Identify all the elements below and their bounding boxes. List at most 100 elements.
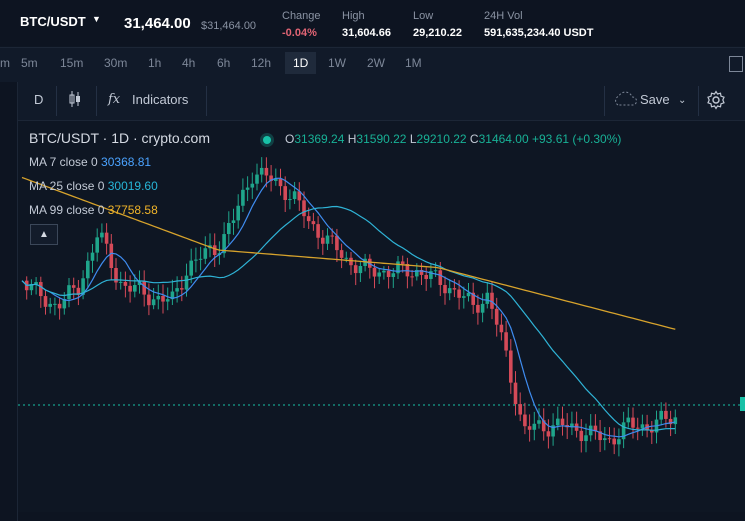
candle-body xyxy=(142,281,146,295)
candle-body xyxy=(43,296,48,307)
chevron-down-icon[interactable]: ⌄ xyxy=(678,95,687,106)
candle-body xyxy=(382,270,386,273)
timeframe-bar: m 5m 15m 30m 1h 4h 6h 12h 1D 1W 2W 1M xyxy=(0,47,745,83)
caret-down-icon[interactable]: ▼ xyxy=(92,14,101,24)
candle-body xyxy=(302,200,306,217)
stat-value: 591,635,234.40 USDT xyxy=(484,27,594,39)
candle-body xyxy=(635,427,640,429)
candle-body xyxy=(560,418,565,426)
timeframe-m[interactable]: m xyxy=(0,56,10,70)
divider xyxy=(56,86,57,116)
stat-label: High xyxy=(342,10,365,22)
ma25-value: 30019.60 xyxy=(107,179,158,193)
candle-body xyxy=(424,274,428,279)
candle-body xyxy=(541,420,546,432)
candle-body xyxy=(415,269,419,277)
candle-body xyxy=(109,243,114,269)
candle-body xyxy=(316,224,320,238)
candle-body xyxy=(278,178,283,187)
timeframe-1h[interactable]: 1h xyxy=(148,56,162,70)
timeframe-1m[interactable]: 1M xyxy=(405,56,422,70)
ohlc-readout: O31369.24 H31590.22 L29210.22 C31464.00 … xyxy=(285,132,622,146)
timeframe-30m[interactable]: 30m xyxy=(104,56,128,70)
candle-body xyxy=(447,288,452,294)
candle-body xyxy=(537,420,541,424)
collapse-legend-button[interactable]: ▲ xyxy=(30,224,58,245)
save-button[interactable]: Save xyxy=(640,92,670,107)
candle-body xyxy=(664,410,668,419)
candle-body xyxy=(292,191,297,200)
candle-body xyxy=(137,281,142,286)
candle-body xyxy=(53,303,57,305)
interval-button[interactable]: D xyxy=(34,92,44,107)
candle-body xyxy=(438,270,443,285)
candle-body xyxy=(466,292,471,297)
candlestick-chart[interactable] xyxy=(18,121,745,521)
candle-body xyxy=(485,292,490,304)
timeframe-12h[interactable]: 12h xyxy=(251,56,272,70)
candle-body xyxy=(410,276,414,278)
candle-body xyxy=(668,418,673,425)
ma25-label: MA 25 close 0 xyxy=(29,179,105,193)
fx-icon[interactable]: 𝑓x xyxy=(108,92,121,107)
candle-body xyxy=(236,205,240,221)
candle-body xyxy=(556,418,560,426)
candle-body xyxy=(570,423,574,428)
candle-body xyxy=(631,417,635,428)
timeframe-5m[interactable]: 5m xyxy=(21,56,38,70)
candle-body xyxy=(494,308,499,325)
ma99-line xyxy=(21,176,676,330)
candle-body xyxy=(76,287,81,295)
candle-body xyxy=(377,272,381,277)
timeframe-15m[interactable]: 15m xyxy=(60,56,84,70)
timeframe-4h[interactable]: 4h xyxy=(182,56,196,70)
candle-body xyxy=(659,410,663,420)
timeframe-1d[interactable]: 1D xyxy=(285,52,317,74)
candle-body xyxy=(598,431,602,441)
candle-body xyxy=(476,304,480,313)
candle-body xyxy=(499,324,504,333)
timeframe-1w[interactable]: 1W xyxy=(328,56,346,70)
candle-body xyxy=(419,269,424,275)
candle-body xyxy=(391,273,396,277)
candle-body xyxy=(396,261,400,274)
candle-body xyxy=(344,257,349,259)
candle-body xyxy=(306,216,311,222)
price-chart[interactable]: BTC/USDT · 1D · crypto.com O31369.24 H31… xyxy=(18,121,745,521)
candle-body xyxy=(156,295,161,300)
candle-body xyxy=(584,435,588,442)
ma99-legend[interactable]: MA 99 close 0 37758.58 xyxy=(29,203,158,217)
candle-body xyxy=(264,167,269,176)
candle-body xyxy=(400,261,405,264)
candle-body xyxy=(321,237,325,244)
stat-label: 24H Vol xyxy=(484,10,523,22)
candle-body xyxy=(104,232,109,244)
candle-body xyxy=(184,275,189,290)
candle-body xyxy=(588,425,593,436)
candle-body xyxy=(471,292,475,305)
candle-body xyxy=(443,284,447,294)
layout-icon[interactable] xyxy=(729,56,743,72)
candle-body xyxy=(165,299,170,302)
indicators-button[interactable]: Indicators xyxy=(132,92,189,107)
candle-body xyxy=(67,285,71,300)
candle-body xyxy=(612,438,616,445)
stat-label: Change xyxy=(282,10,321,22)
candles-icon[interactable] xyxy=(68,90,82,111)
ma25-legend[interactable]: MA 25 close 0 30019.60 xyxy=(29,179,158,193)
candle-body xyxy=(579,430,584,442)
timeframe-6h[interactable]: 6h xyxy=(217,56,231,70)
drawing-tools-strip xyxy=(0,82,18,521)
candle-body xyxy=(546,431,551,437)
gear-icon[interactable] xyxy=(706,90,726,113)
timeframe-2w[interactable]: 2W xyxy=(367,56,385,70)
candle-body xyxy=(607,438,612,440)
volume-pane-edge xyxy=(18,512,745,521)
candle-body xyxy=(71,285,76,288)
cloud-icon[interactable] xyxy=(612,91,638,110)
candle-body xyxy=(480,303,485,313)
pair-selector[interactable]: BTC/USDT xyxy=(20,14,86,29)
ohlc-low: 29210.22 xyxy=(416,132,467,146)
ma7-legend[interactable]: MA 7 close 0 30368.81 xyxy=(29,155,151,169)
candle-body xyxy=(593,425,598,432)
